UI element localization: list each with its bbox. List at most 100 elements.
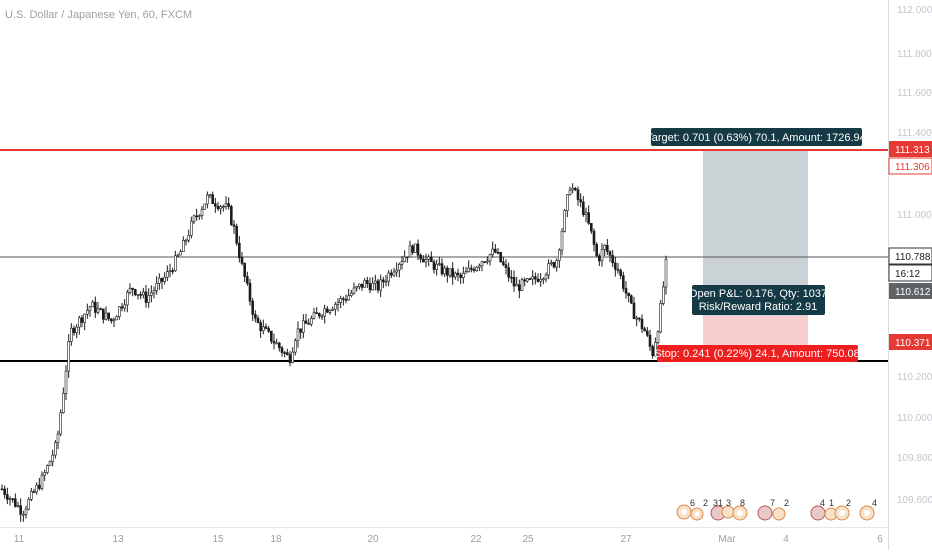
candle-body (368, 283, 372, 291)
candle-body (448, 268, 452, 276)
target-label[interactable]: Target: 0.701 (0.63%) 70.1, Amount: 1726… (646, 128, 866, 146)
candle-body (43, 472, 46, 476)
candle-body (96, 308, 100, 313)
candle-body (470, 267, 473, 270)
candle-body (243, 263, 246, 277)
candle-body (176, 254, 180, 257)
candle-body (555, 260, 558, 268)
candle-body (86, 310, 89, 315)
candle-body (392, 271, 396, 276)
candle-body (147, 295, 150, 303)
svg-text:110.612: 110.612 (895, 287, 931, 298)
risk-reward-text: Risk/Reward Ratio: 2.91 (699, 301, 818, 313)
candle-body (259, 322, 262, 332)
time-tick: 22 (470, 534, 482, 545)
stop-label[interactable]: Stop: 0.241 (0.22%) 24.1, Amount: 750.08 (654, 345, 860, 362)
candle-body (379, 279, 382, 291)
event-marker[interactable]: 4 (859, 498, 877, 521)
candle-body (240, 257, 244, 264)
candle-body (347, 295, 350, 301)
time-tick: 11 (14, 534, 25, 545)
candle-body (590, 223, 593, 232)
candle-body (619, 270, 622, 276)
time-tick: 13 (112, 534, 124, 545)
candle-body (342, 298, 345, 300)
event-marker[interactable]: 8 (732, 498, 748, 521)
event-marker[interactable]: 2 (834, 498, 851, 521)
candle-body (371, 282, 374, 291)
svg-text:1: 1 (829, 498, 834, 508)
price-label-entry: 110.612 (889, 283, 932, 299)
pnl-label[interactable]: Open P&L: 0.176, Qty: 1037 Risk/Reward R… (689, 285, 827, 315)
candle-body (102, 308, 105, 320)
candle-body (499, 252, 502, 263)
candle-body (611, 255, 614, 264)
svg-text:2: 2 (784, 498, 789, 508)
candle-body (126, 292, 129, 306)
event-marker[interactable]: 7 (757, 498, 775, 521)
candle-body (35, 484, 38, 493)
candle-body (424, 259, 428, 263)
price-tick: 110.200 (897, 372, 932, 383)
candle-body (419, 254, 422, 260)
candle-body (222, 206, 225, 208)
candle-body (288, 354, 292, 363)
time-tick: 15 (212, 534, 224, 545)
loss-zone[interactable] (703, 316, 808, 345)
candle-body (203, 203, 206, 210)
candle-body (344, 299, 348, 301)
event-marker[interactable]: 6 (676, 498, 695, 520)
candle-body (310, 318, 313, 325)
candle-body (14, 498, 17, 507)
candle-body (75, 326, 78, 334)
candle-body (107, 312, 110, 320)
price-axis[interactable]: 112.000 111.800 111.600 111.400 111.000 … (897, 5, 932, 506)
candle-body (283, 352, 286, 354)
open-pnl-text: Open P&L: 0.176, Qty: 1037 (689, 288, 827, 300)
candle-body (496, 251, 500, 254)
time-axis[interactable]: 11 13 15 18 20 22 25 27 Mar 4 6 (14, 534, 883, 545)
candle-body (198, 215, 201, 217)
svg-text:111.306: 111.306 (895, 162, 930, 173)
candle-body (411, 245, 414, 253)
price-tick: 112.000 (897, 5, 932, 16)
candle-body (334, 304, 337, 310)
events-row[interactable]: 6 2 31 3 8 7 2 4 (676, 498, 877, 521)
candle-body (544, 274, 548, 280)
event-marker[interactable]: 31 (710, 498, 726, 521)
candle-body (443, 267, 446, 275)
candle-body (227, 203, 230, 207)
candle-body (390, 272, 393, 276)
candle-body (51, 454, 54, 462)
candle-body (219, 206, 222, 210)
candle-body (603, 244, 606, 250)
candle-body (323, 308, 326, 317)
candle-body (438, 263, 441, 265)
svg-text:110.788: 110.788 (895, 252, 931, 263)
price-tick: 109.800 (897, 453, 932, 464)
candle-body (24, 508, 28, 515)
candle-body (614, 262, 617, 270)
event-marker[interactable]: 2 (690, 498, 708, 521)
candle-body (275, 342, 278, 345)
candle-body (144, 291, 148, 303)
candle-body (115, 316, 118, 321)
candle-body (160, 277, 164, 282)
candle-body (510, 276, 513, 279)
candle-body (520, 279, 524, 291)
candle-body (387, 272, 390, 282)
candle-body (67, 341, 70, 372)
candle-body (462, 272, 465, 278)
candle-body (32, 491, 36, 493)
candle-body (331, 308, 334, 311)
candle-body (376, 280, 380, 291)
svg-text:4: 4 (820, 498, 825, 508)
candle-body (70, 327, 73, 342)
event-marker[interactable]: 2 (772, 498, 789, 521)
candle-body (251, 300, 254, 315)
candle-body (600, 249, 604, 262)
svg-text:110.371: 110.371 (895, 338, 931, 349)
candle-body (315, 312, 318, 314)
